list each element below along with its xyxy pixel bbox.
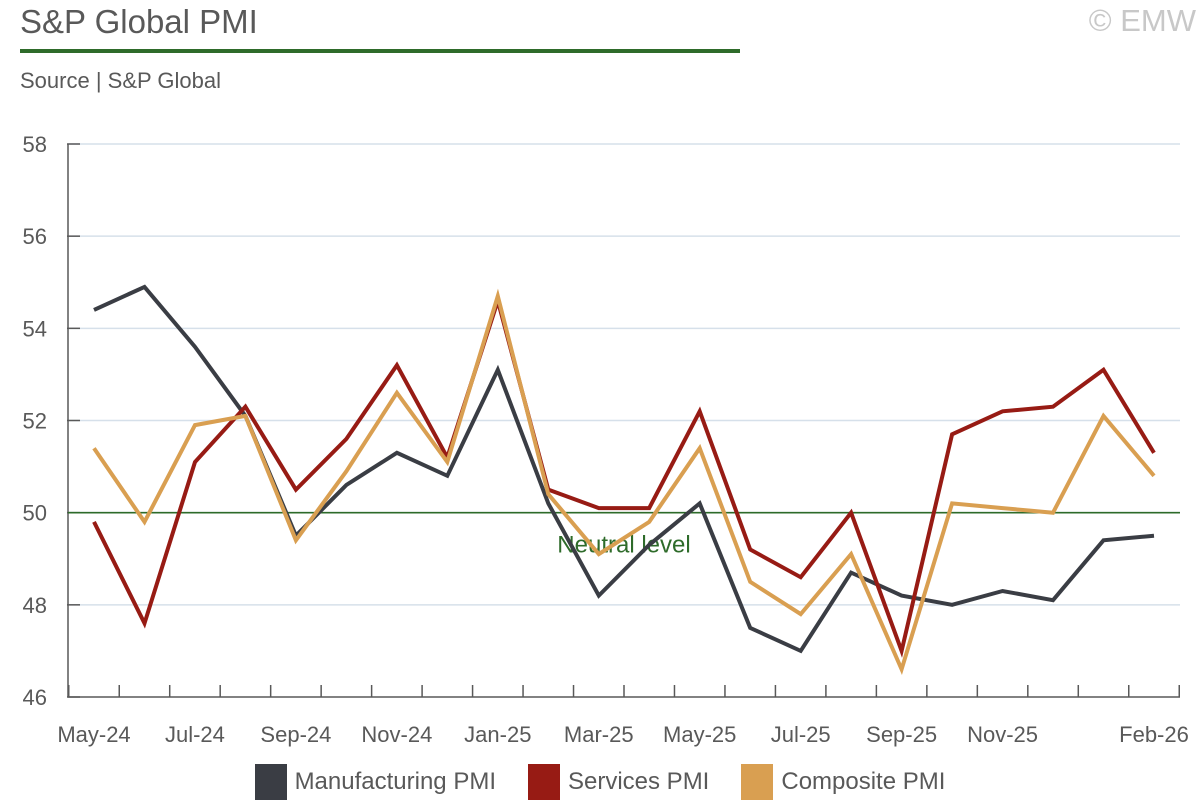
series-lines [92, 284, 1156, 676]
legend-label-services-pmi: Services PMI [567, 768, 710, 795]
x-tick-label-Jan-25: Jan-25 [464, 722, 531, 747]
chart-title: S&P Global PMI [20, 3, 258, 40]
legend-swatch-services-pmi [527, 764, 560, 800]
x-tick-label-Mar-25: Mar-25 [564, 722, 634, 747]
legend-swatch-manufacturing-pmi [254, 764, 287, 800]
x-tick-label-Feb-26: Feb-26 [1119, 722, 1189, 747]
y-tick-label-46: 46 [23, 685, 47, 710]
composite-pmi-line [92, 288, 1156, 676]
x-tick-label-May-24: May-24 [57, 722, 130, 747]
y-tick-label-52: 52 [23, 409, 47, 434]
chart-source: Source | S&P Global [20, 68, 221, 93]
legend-label-composite-pmi: Composite PMI [781, 768, 946, 795]
manufacturing-pmi-line [93, 284, 1155, 654]
legend-item-manufacturing-pmi: Manufacturing PMI [254, 764, 496, 800]
x-tick-label-Nov-25: Nov-25 [967, 722, 1038, 747]
x-tick-label-May-25: May-25 [663, 722, 736, 747]
legend-item-services-pmi: Services PMI [527, 764, 710, 800]
y-tick-label-58: 58 [23, 132, 47, 157]
legend-item-composite-pmi: Composite PMI [741, 764, 945, 800]
y-tick-label-50: 50 [23, 501, 47, 526]
x-tick-label-Jul-25: Jul-25 [771, 722, 831, 747]
legend-swatch-composite-pmi [741, 764, 774, 800]
title-underline [20, 49, 740, 53]
x-tick-label-Nov-24: Nov-24 [361, 722, 432, 747]
x-tick-label-Jul-24: Jul-24 [165, 722, 225, 747]
services-pmi-line [92, 293, 1156, 658]
y-tick-label-48: 48 [23, 593, 47, 618]
x-tick-label-Sep-25: Sep-25 [866, 722, 937, 747]
copyright-notice: © EMW [1088, 3, 1196, 38]
y-tick-label-54: 54 [23, 316, 47, 341]
axes: 46 48 50 52 54 56 58 May-24 Jul-24 Sep-24 Nov-24 Ja… [23, 132, 1189, 747]
x-tick-label-Sep-24: Sep-24 [260, 722, 331, 747]
legend-label-manufacturing-pmi: Manufacturing PMI [294, 768, 496, 795]
chart-legend: Manufacturing PMI Services PMI Composite P… [0, 764, 1200, 800]
y-tick-label-56: 56 [23, 224, 47, 249]
